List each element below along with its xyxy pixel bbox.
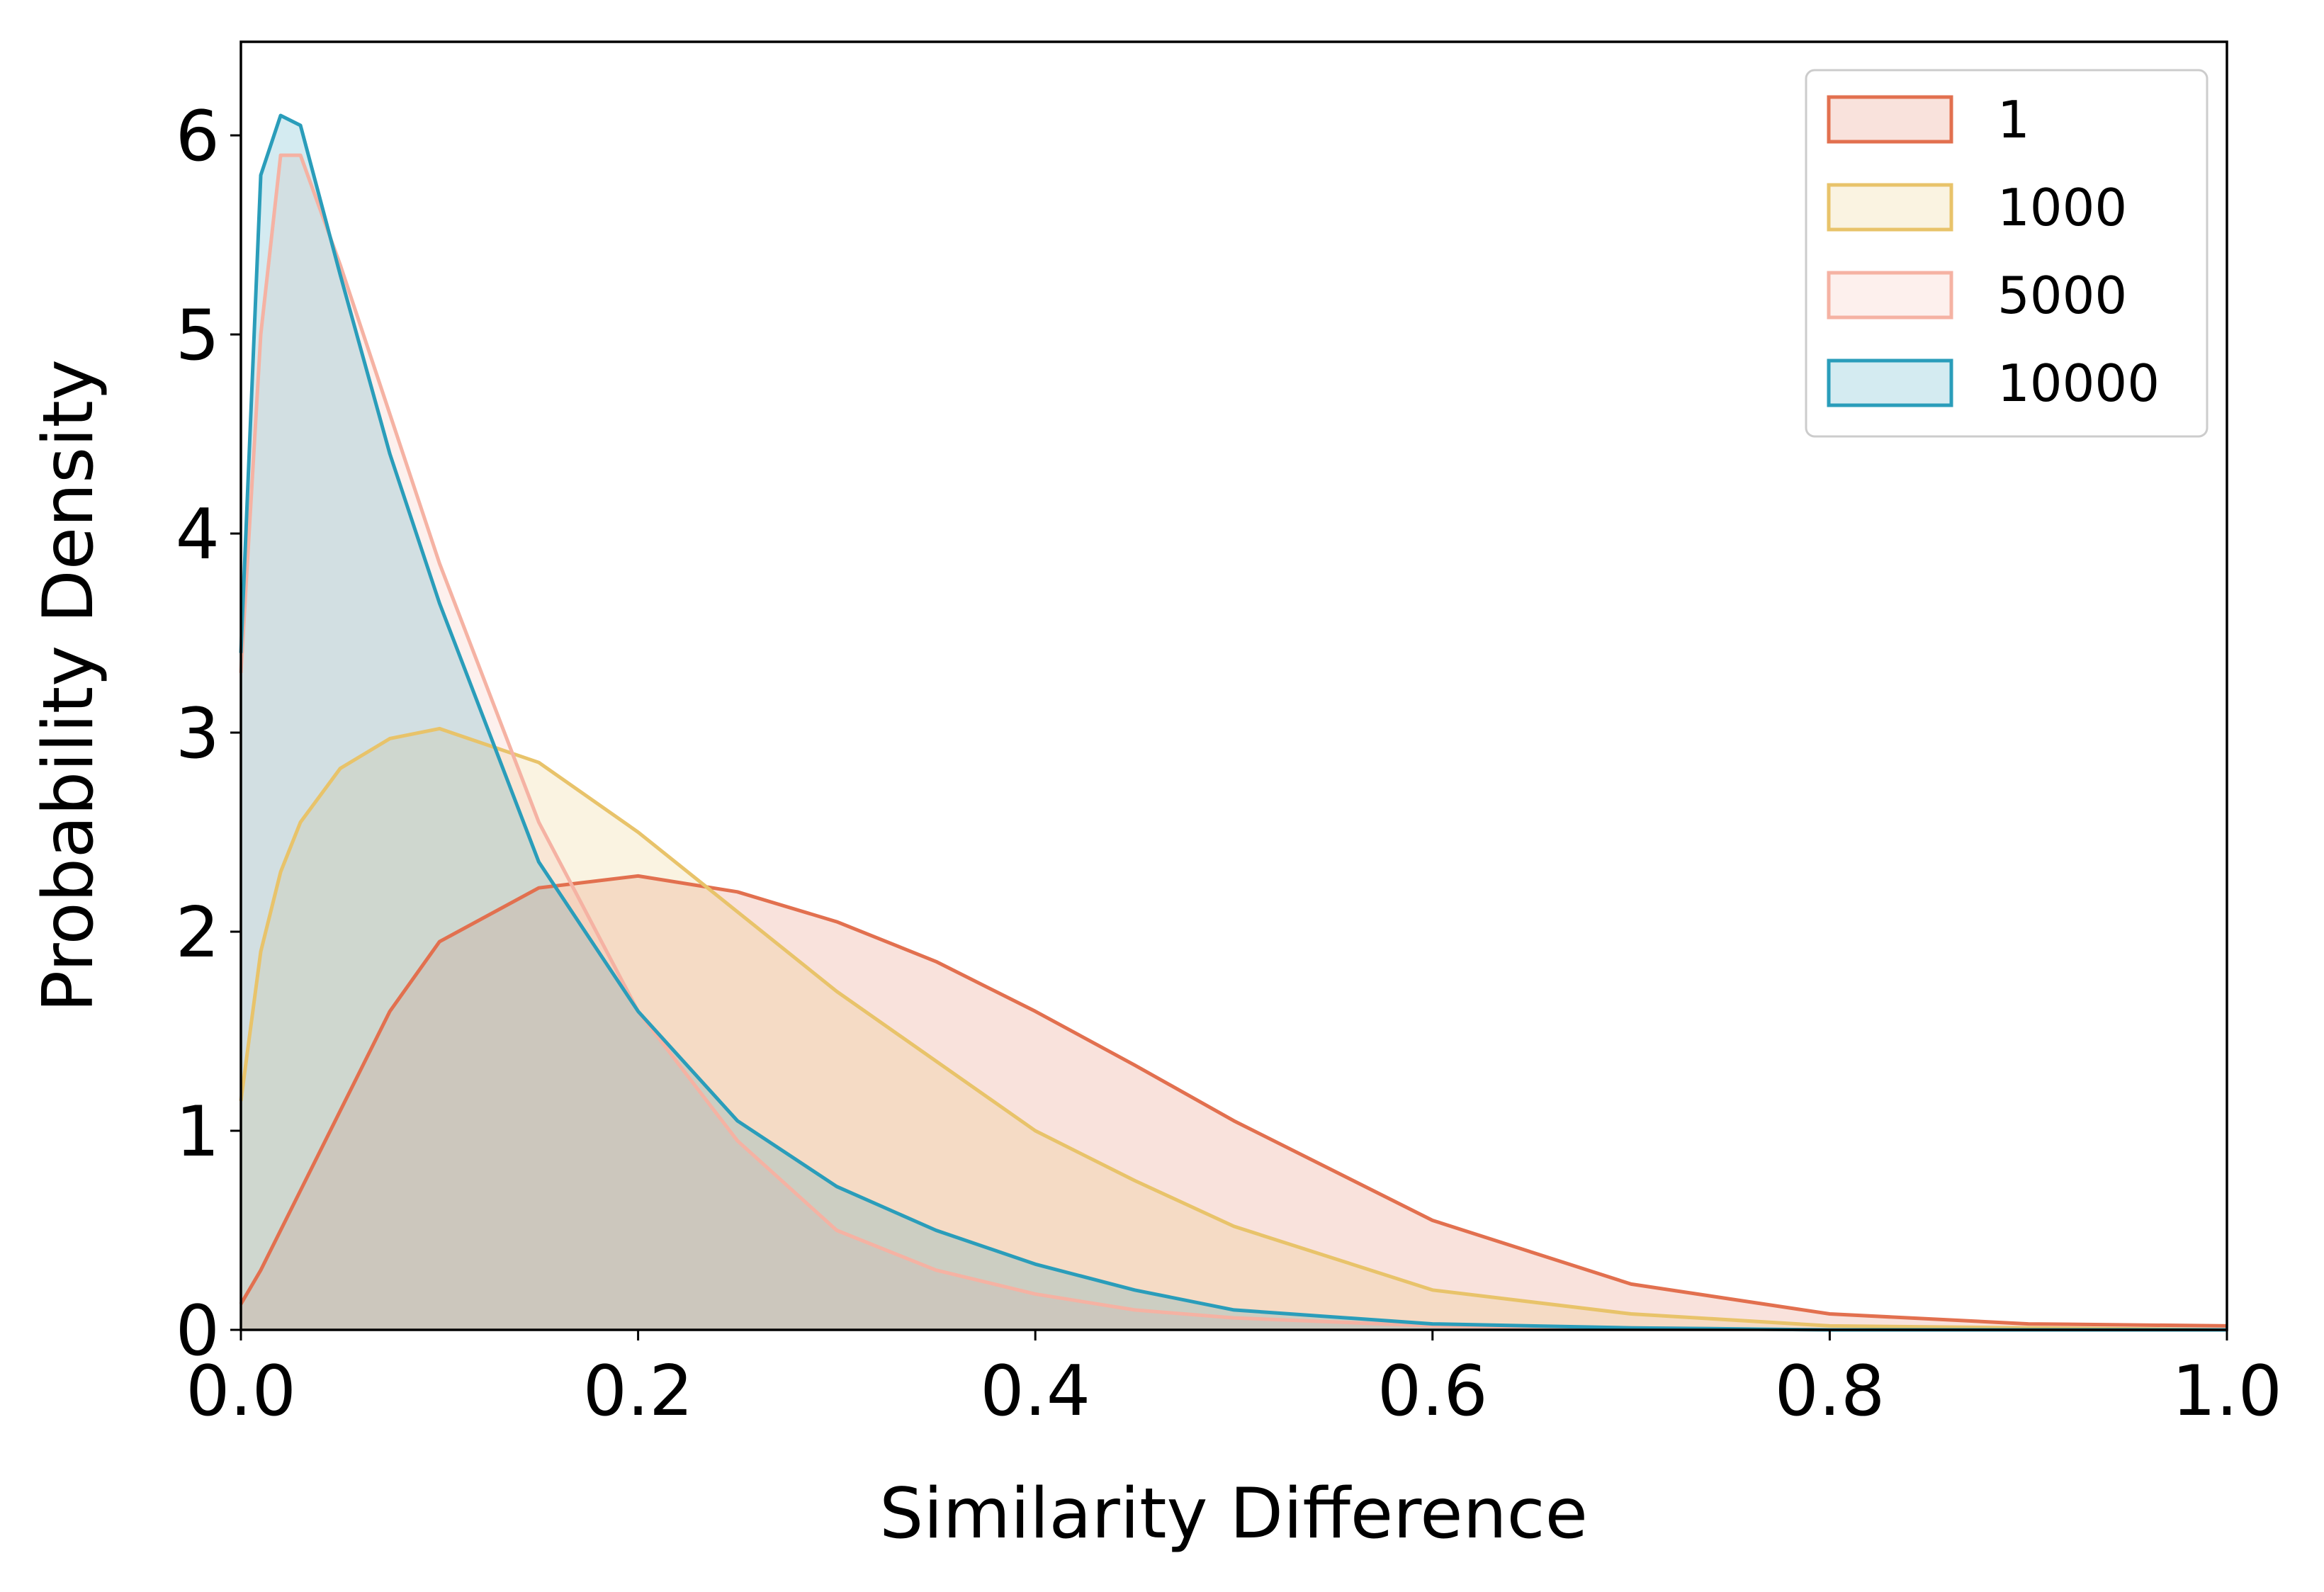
y-tick-label: 2	[176, 893, 220, 973]
legend-label: 1	[1997, 90, 2030, 149]
x-tick-label: 0.2	[583, 1351, 694, 1432]
legend-label: 10000	[1997, 354, 2160, 413]
x-tick-label: 0.8	[1774, 1351, 1885, 1432]
legend-swatch	[1827, 95, 1953, 144]
legend-swatch	[1827, 359, 1953, 407]
area-fill	[241, 876, 2227, 1330]
legend-box	[1805, 69, 2209, 438]
y-tick-label: 0	[176, 1291, 220, 1372]
line	[239, 874, 2228, 1328]
x-tick-label: 0.4	[980, 1351, 1090, 1432]
area-fill	[241, 115, 2227, 1330]
y-tick-label: 6	[176, 96, 220, 177]
x-tick-label: 0.6	[1377, 1351, 1488, 1432]
y-axis-label: Probability Density	[28, 359, 109, 1012]
line	[239, 113, 2227, 1332]
area-fill	[241, 155, 2227, 1331]
y-tick-label: 1	[176, 1092, 220, 1173]
plot-frame	[239, 40, 2228, 1331]
legend-swatch	[1827, 271, 1953, 320]
legend-label: 5000	[1997, 266, 2127, 325]
area-fill	[241, 728, 2227, 1330]
y-tick-label: 3	[176, 694, 220, 774]
x-axis-label: Similarity Difference	[879, 1474, 1588, 1554]
legend-label: 1000	[1997, 178, 2127, 237]
x-tick-label: 1.0	[2172, 1351, 2282, 1432]
y-tick-label: 5	[176, 295, 220, 376]
y-tick-label: 4	[176, 495, 220, 575]
line	[239, 726, 2228, 1332]
x-tick-label: 0.0	[186, 1351, 296, 1432]
legend-swatch	[1827, 183, 1953, 232]
